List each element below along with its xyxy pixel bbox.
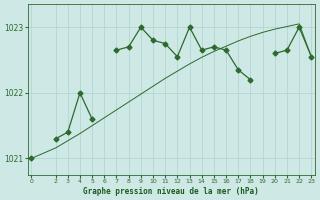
X-axis label: Graphe pression niveau de la mer (hPa): Graphe pression niveau de la mer (hPa) bbox=[84, 187, 259, 196]
